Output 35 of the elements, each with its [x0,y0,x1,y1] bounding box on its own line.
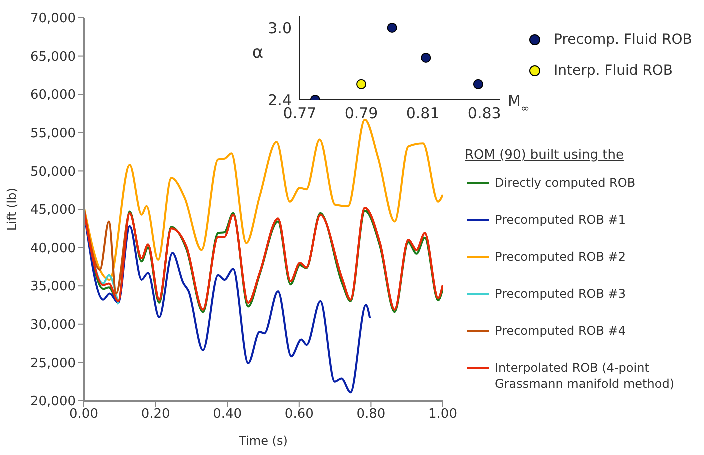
legend-label: Interpolated ROB (4-point Grassmann manifold method) [495,360,676,392]
x-axis-title: Time (s) [238,434,288,448]
y-axis-title: α [252,43,264,63]
x-tick-label: 0.81 [406,104,440,123]
x-axis-title: M$_{∞}$ [508,92,530,115]
x-tick-label: 0.79 [344,104,378,123]
y-tick-label: 50,000 [30,164,76,180]
x-tick-label: 0.00 [70,407,98,422]
x-tick-label: 1.00 [428,407,458,422]
x-tick-label: 0.20 [141,407,170,422]
x-tick-label: 0.80 [356,407,386,422]
y-tick-label: 45,000 [30,203,76,218]
legend-label: Interp. Fluid ROB [554,62,674,78]
y-tick-label: 60,000 [30,88,76,104]
y-tick-label: 3.0 [268,19,292,38]
y-axis-title: Lift (lb) [5,188,19,231]
x-tick-label: 0.83 [468,104,502,123]
legend-label: Precomputed ROB #1 [495,212,627,228]
y-tick-label: 20,000 [30,394,76,410]
y-tick-label: 70,000 [30,12,76,27]
y-tick-label: 25,000 [30,356,76,372]
x-tick-label: 0.77 [283,104,317,123]
y-tick-label: 35,000 [30,280,76,295]
y-tick-label: 65,000 [30,50,76,65]
x-tick-label: 0.40 [213,407,242,422]
legend-label: Directly computed ROB [495,175,637,191]
y-tick-label: 30,000 [30,318,76,334]
legend-label: Precomputed ROB #3 [495,286,627,302]
legend-title: ROM (90) built using the [465,148,625,163]
y-tick-label: 55,000 [30,126,76,142]
legend-label: Precomputed ROB #2 [495,249,627,265]
legend-label: Precomputed ROB #4 [495,323,627,339]
y-tick-label: 40,000 [30,241,76,256]
legend-label: Precomp. Fluid ROB [554,32,692,48]
x-tick-label: 0.60 [284,407,314,422]
